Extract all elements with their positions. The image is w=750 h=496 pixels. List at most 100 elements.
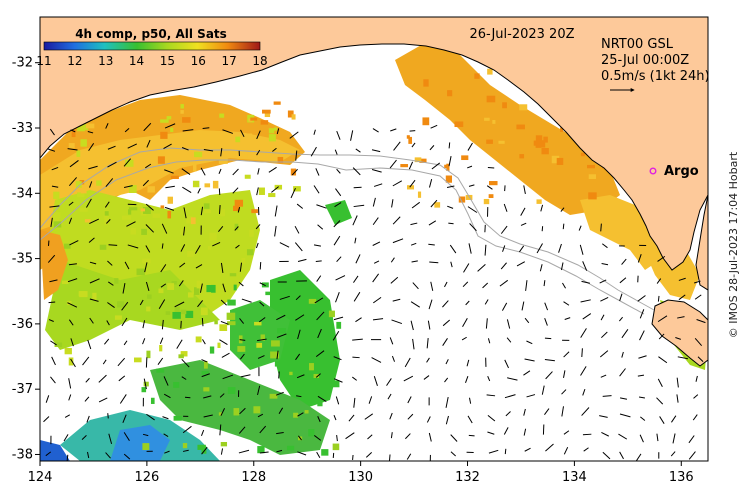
current-vector (345, 432, 355, 440)
current-vector (68, 394, 72, 401)
current-vector (524, 447, 531, 452)
current-vector (162, 416, 169, 420)
current-vector (336, 168, 341, 174)
sst-pixel (80, 139, 87, 147)
current-vector (536, 243, 543, 254)
sst-patch (270, 270, 340, 410)
sst-pixel (293, 186, 301, 192)
current-vector (237, 207, 241, 213)
sst-pixel (79, 291, 88, 298)
current-vector (202, 339, 206, 345)
sst-pixel (227, 321, 236, 326)
sst-patch (40, 230, 68, 300)
current-vector (201, 373, 210, 378)
sst-pixel (203, 361, 208, 369)
current-vector (450, 434, 458, 442)
current-vector (290, 187, 296, 199)
current-vector (429, 261, 439, 264)
sst-pixel (192, 180, 200, 188)
current-vector (146, 413, 155, 421)
current-vector (82, 356, 90, 366)
current-vector (523, 370, 531, 376)
current-vector (67, 302, 78, 308)
current-vector (197, 188, 201, 194)
current-vector (688, 451, 696, 460)
current-vector (486, 185, 493, 190)
sst-pixel (182, 117, 191, 123)
current-vector (102, 359, 107, 365)
current-vector (352, 215, 358, 226)
current-vector (334, 149, 338, 155)
current-vector (621, 351, 624, 358)
current-vector (659, 416, 665, 424)
current-vector (600, 314, 605, 321)
sst-pixel (144, 150, 148, 154)
current-vector (70, 358, 76, 368)
current-vector (676, 394, 679, 403)
current-vector (505, 411, 511, 417)
current-vector (390, 257, 395, 263)
current-vector (412, 282, 419, 290)
current-vector (276, 128, 280, 135)
current-vector (316, 204, 327, 209)
plot-frame (39, 16, 709, 462)
sst-pixel (264, 113, 271, 118)
current-vector (372, 241, 381, 246)
current-vector (373, 376, 378, 386)
sst-pixel (156, 368, 165, 373)
current-vector (146, 139, 151, 148)
sst-pixel (77, 192, 85, 198)
current-vector (50, 217, 53, 228)
sst-pixel (174, 306, 180, 313)
current-vector (276, 314, 286, 321)
sst-pixel (56, 164, 62, 173)
current-vector (563, 351, 570, 358)
current-vector (145, 203, 154, 211)
current-vector (693, 394, 699, 399)
current-vector (670, 451, 676, 457)
current-vector (220, 320, 229, 325)
current-vector (656, 433, 659, 442)
credit-text: © IMOS 28-Jul-2023 17:04 Hobart (727, 151, 740, 339)
sst-pixel (80, 189, 87, 194)
sst-pixel (173, 415, 182, 421)
sst-patch (395, 40, 620, 215)
current-vector (297, 412, 304, 417)
current-vector (88, 237, 95, 243)
colorbar-tick-label: 15 (160, 54, 175, 68)
current-vector (539, 264, 543, 272)
current-vector (484, 244, 487, 256)
sst-pixel (53, 212, 61, 218)
current-vector (541, 385, 545, 395)
sst-pixel (273, 101, 281, 105)
sst-patch (40, 440, 70, 461)
current-vector (317, 395, 327, 402)
argo-marker: Argo (649, 164, 699, 179)
current-vector (98, 397, 108, 403)
current-vector (675, 337, 681, 340)
current-vector (544, 408, 550, 416)
current-vector (352, 167, 361, 176)
sst-pixel (277, 328, 287, 334)
current-vector (174, 301, 185, 308)
sst-pixel (406, 185, 415, 190)
current-vector (49, 205, 60, 208)
current-vector (108, 433, 113, 444)
current-vector (219, 339, 228, 345)
current-vector (371, 169, 382, 173)
current-vector (69, 160, 79, 168)
current-vector (619, 277, 627, 284)
sst-pixel (237, 346, 246, 352)
current-vector (563, 446, 569, 455)
current-vector (487, 338, 491, 344)
current-vector (582, 433, 592, 436)
current-vector (160, 283, 167, 288)
colorbar-ticks: 11 12 13 14 15 16 17 18 (36, 54, 267, 68)
current-vector (51, 185, 59, 188)
sst-pixel (293, 412, 299, 418)
current-vector (365, 452, 373, 458)
current-vector (63, 434, 69, 442)
sst-patch (325, 200, 352, 225)
current-vector (235, 244, 240, 249)
current-vector (391, 199, 394, 208)
